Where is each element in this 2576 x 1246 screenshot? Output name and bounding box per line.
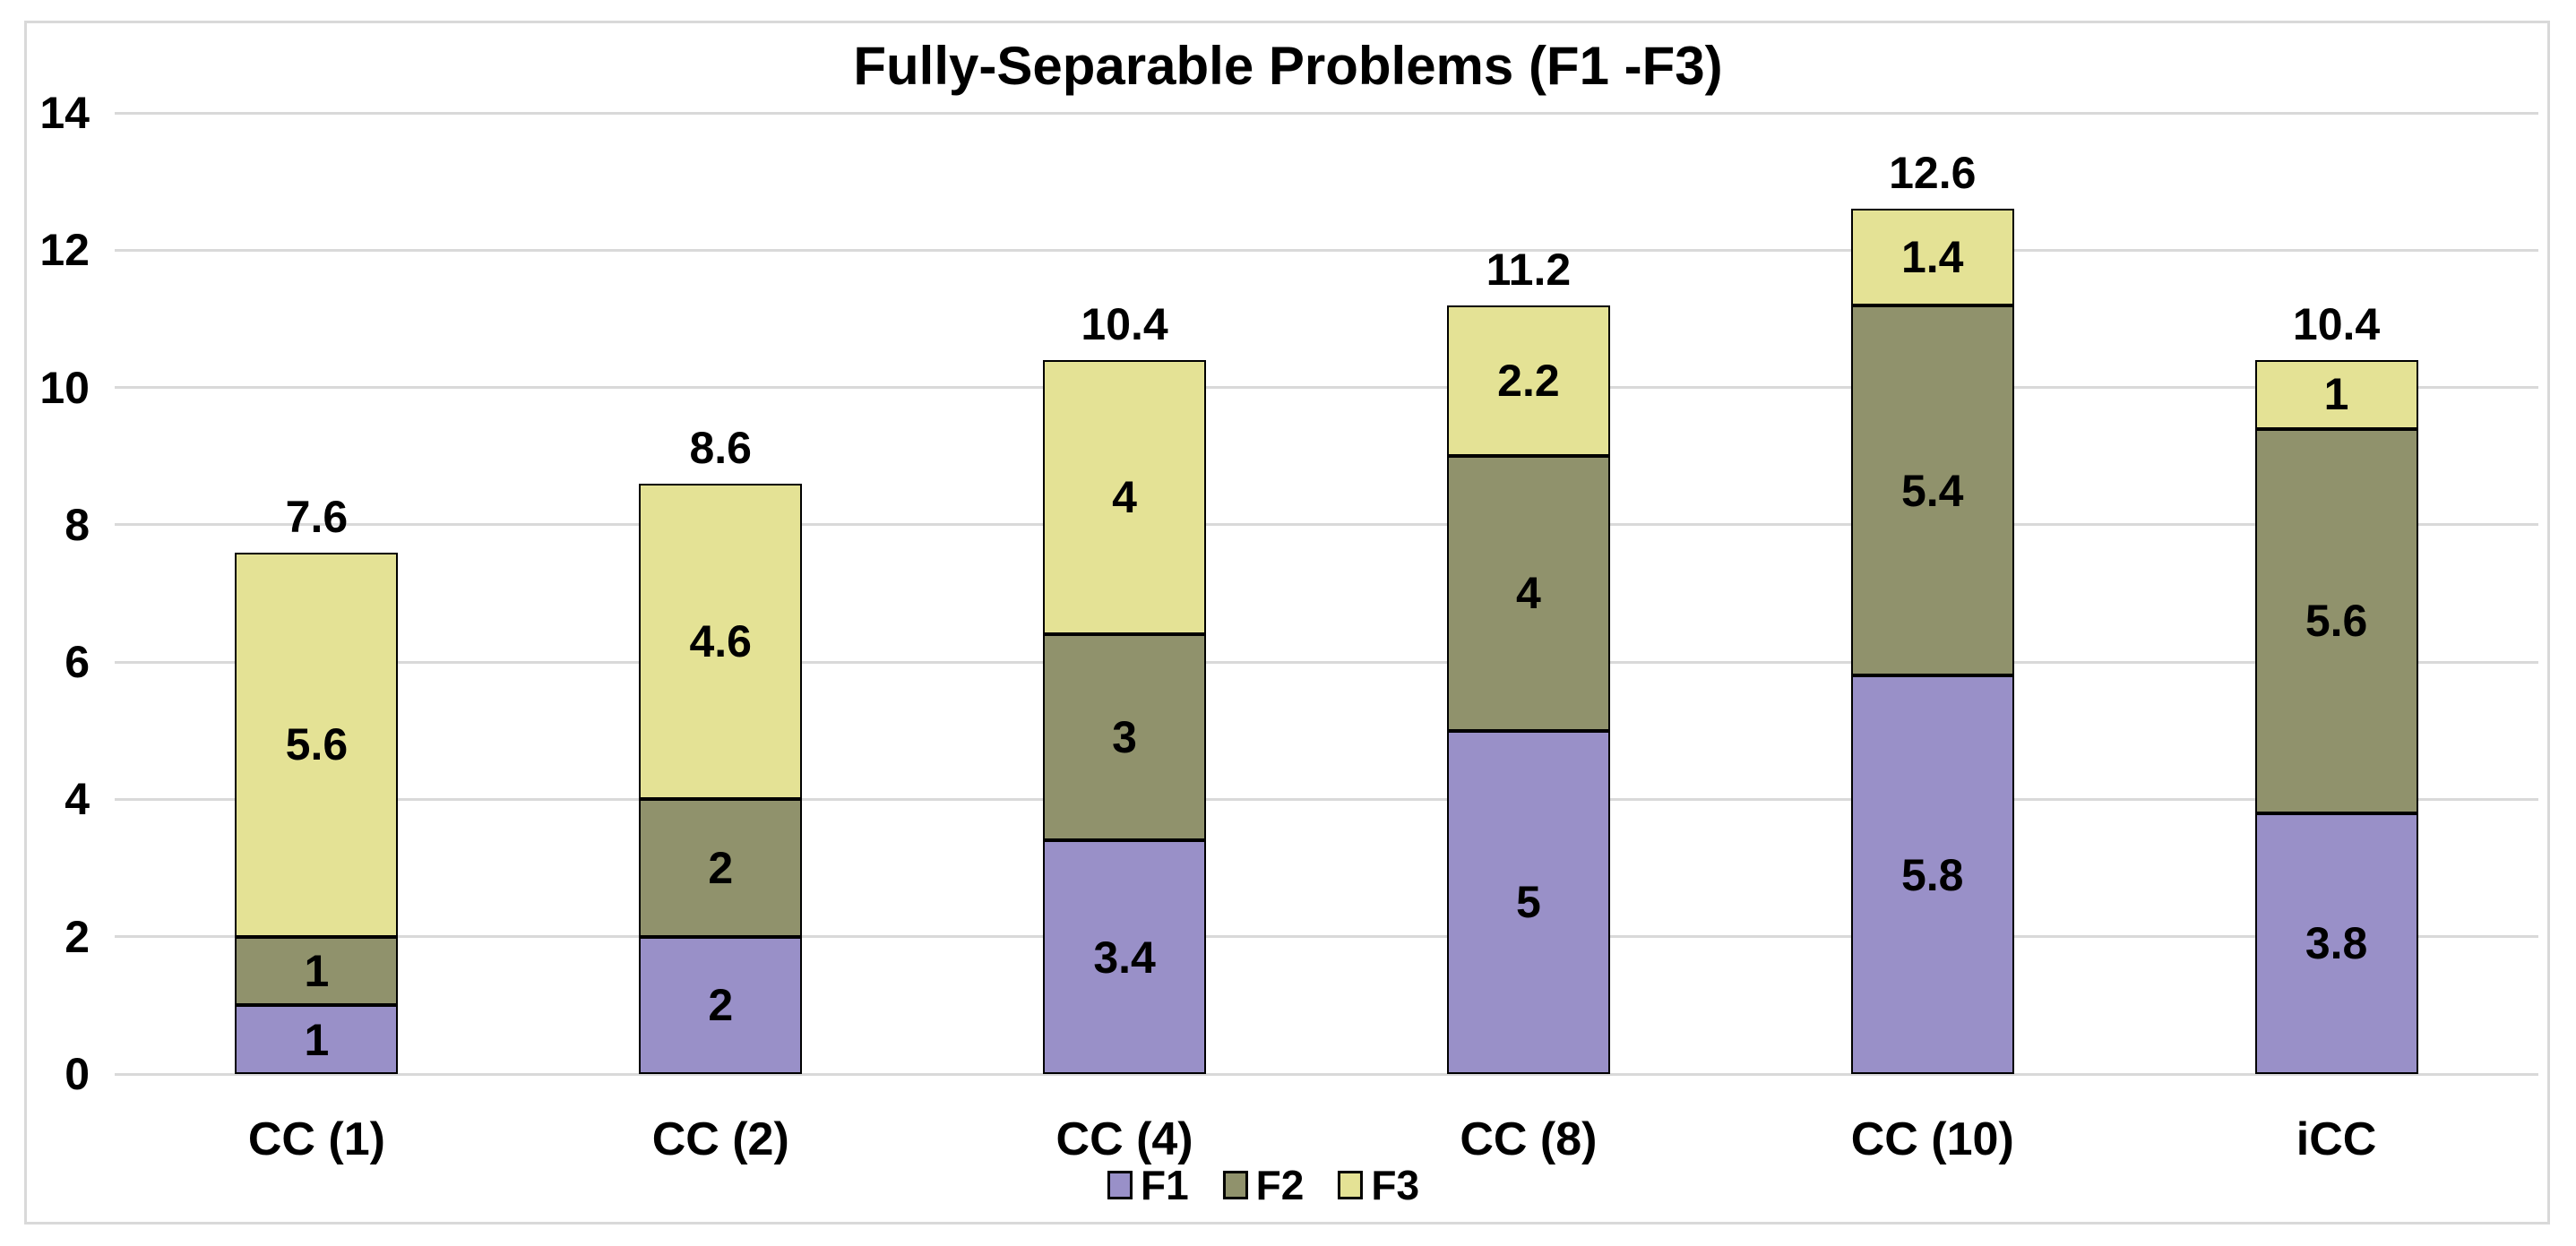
gridline — [115, 386, 2538, 390]
bar-total-label: 11.2 — [1486, 244, 1572, 295]
bar-segment-f2-icc: 5.6 — [2254, 428, 2418, 813]
bar-segment-f3-icc: 1 — [2254, 359, 2418, 429]
legend-label-f3: F3 — [1371, 1162, 1420, 1208]
x-axis-category-label: CC (2) — [651, 1113, 789, 1165]
bar-segment-f1-cc4: 3.4 — [1043, 840, 1207, 1074]
gridline — [115, 523, 2538, 527]
bar-segment-f1-icc: 3.8 — [2254, 812, 2418, 1074]
y-axis-tick-label: 0 — [65, 1049, 90, 1099]
legend-label-f2: F2 — [1255, 1162, 1305, 1208]
legend-swatch-f2 — [1222, 1171, 1248, 1199]
gridline — [115, 111, 2538, 115]
y-axis-tick-label: 4 — [65, 774, 90, 825]
x-axis-category-label: CC (1) — [247, 1113, 385, 1165]
bar-segment-f1-cc10: 5.8 — [1850, 675, 2014, 1074]
bar-total-label: 10.4 — [1081, 298, 1168, 349]
bar-segment-f3-cc1: 5.6 — [235, 552, 399, 937]
bar-total-label: 7.6 — [285, 491, 349, 542]
legend-label-f1: F1 — [1140, 1162, 1189, 1208]
gridline — [115, 797, 2538, 801]
bar-segment-f2-cc4: 3 — [1043, 634, 1207, 841]
bar-segment-f2-cc10: 5.4 — [1850, 305, 2014, 676]
gridline — [115, 248, 2538, 252]
gridline — [115, 1072, 2538, 1076]
bar-segment-f1-cc1: 1 — [235, 1005, 399, 1074]
y-axis-tick-label: 8 — [65, 499, 90, 550]
bar-segment-f2-cc2: 2 — [639, 799, 803, 937]
y-axis-tick-label: 14 — [39, 88, 90, 138]
chart-frame — [24, 21, 2550, 1225]
legend-item-f2: F2 — [1222, 1162, 1305, 1208]
y-axis-tick-label: 10 — [39, 362, 90, 413]
bar-segment-f3-cc4: 4 — [1043, 359, 1207, 635]
bar-segment-f3-cc8: 2.2 — [1446, 305, 1610, 457]
y-axis-tick-label: 12 — [39, 225, 90, 276]
legend: F1 F2 F3 — [1107, 1164, 1419, 1206]
chart-title: Fully-Separable Problems (F1 -F3) — [853, 36, 1723, 96]
bar-segment-f2-cc8: 4 — [1446, 456, 1610, 731]
x-axis-category-label: CC (10) — [1850, 1113, 2014, 1165]
legend-swatch-f1 — [1107, 1171, 1133, 1199]
bar-segment-f3-cc2: 4.6 — [639, 483, 803, 800]
bar-segment-f1-cc2: 2 — [639, 936, 803, 1074]
bar-total-label: 10.4 — [2292, 298, 2381, 349]
bar-segment-f1-cc8: 5 — [1446, 730, 1610, 1074]
x-axis-category-label: CC (8) — [1460, 1113, 1598, 1165]
legend-swatch-f3 — [1338, 1171, 1364, 1199]
y-axis-tick-label: 6 — [65, 637, 90, 688]
legend-item-f1: F1 — [1107, 1164, 1189, 1206]
x-axis-category-label: CC (4) — [1055, 1113, 1193, 1165]
bar-total-label: 8.6 — [689, 422, 752, 473]
bar-segment-f3-cc10: 1.4 — [1850, 209, 2014, 305]
bar-total-label: 12.6 — [1889, 148, 1977, 199]
legend-item-f3: F3 — [1338, 1164, 1419, 1206]
y-axis-tick-label: 2 — [65, 911, 90, 962]
bar-segment-f2-cc1: 1 — [235, 936, 399, 1006]
x-axis-category-label: iCC — [2296, 1113, 2377, 1165]
gridline — [115, 660, 2538, 664]
gridline — [115, 935, 2538, 939]
